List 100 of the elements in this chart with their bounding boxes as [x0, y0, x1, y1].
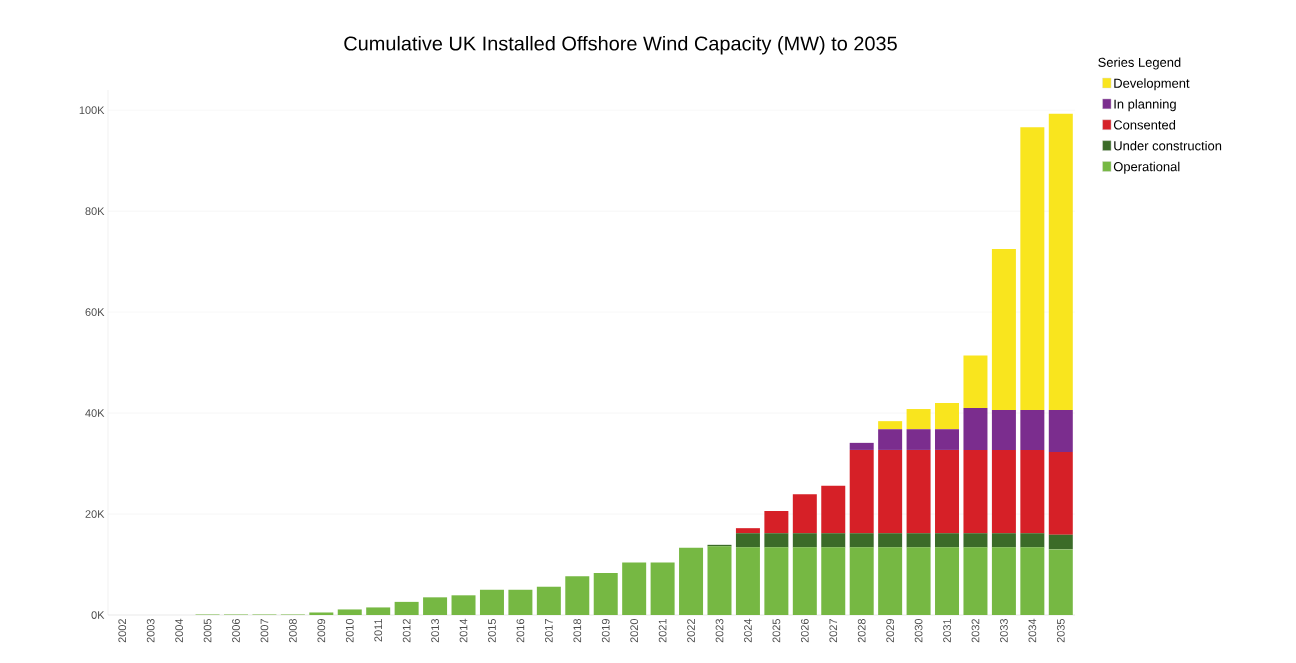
x-tick-label: 2004: [175, 618, 183, 643]
bar: [991, 410, 1016, 450]
x-tick-label: 2024: [744, 618, 752, 643]
bar: [1048, 549, 1073, 615]
x-tick-label: 2026: [800, 619, 809, 643]
bar: [1020, 547, 1045, 615]
y-tick-label: 80K: [85, 207, 105, 216]
bar: [1020, 410, 1045, 450]
x-tick-label: 2010: [345, 618, 354, 643]
x-tick-label: 2003: [146, 619, 155, 643]
bar: [849, 442, 874, 450]
bar: [991, 249, 1016, 411]
x-tick-label: 2025: [772, 619, 781, 643]
bar: [764, 547, 789, 615]
bar: [1048, 451, 1073, 535]
bar: [963, 408, 988, 450]
x-tick-label: 2021: [658, 619, 667, 643]
bar: [963, 533, 988, 548]
bar: [906, 429, 931, 450]
y-tick-label: 60K: [85, 308, 105, 316]
x-tick-label: 2013: [431, 619, 439, 643]
chart-title: Cumulative UK Installed Offshore Wind Capacity (MW) to 2035: [344, 35, 897, 55]
bar: [878, 421, 903, 430]
bar: [878, 429, 903, 450]
bar: [821, 485, 846, 534]
bar: [878, 449, 903, 534]
bar: [878, 533, 903, 548]
bar: [593, 573, 618, 615]
x-tick-label: 2009: [317, 619, 326, 643]
bar: [1020, 127, 1045, 411]
x-tick-label: 2035: [1056, 619, 1065, 643]
legend-label: Operational: [1113, 161, 1180, 174]
bar: [394, 601, 419, 615]
x-tick-label: 2022: [687, 619, 695, 643]
bar: [792, 494, 817, 534]
x-tick-label: 2016: [516, 619, 525, 643]
x-tick-label: 2014: [459, 618, 468, 643]
bar: [991, 547, 1016, 615]
bar: [906, 409, 931, 430]
bar: [906, 547, 931, 615]
bar: [935, 429, 960, 450]
bar: [1020, 533, 1045, 548]
legend-label: Under construction: [1114, 140, 1222, 151]
x-tick-label: 2018: [573, 619, 582, 643]
bar: [1048, 410, 1073, 452]
x-tick-label: 2034: [1028, 618, 1037, 643]
legend-title: Series Legend: [1098, 57, 1181, 70]
bar: [1048, 113, 1073, 411]
bar: [366, 607, 391, 615]
bar: [906, 449, 931, 534]
x-tick-label: 2019: [601, 619, 610, 643]
bar: [792, 547, 817, 615]
bar: [821, 547, 846, 615]
bar: [309, 612, 334, 615]
x-tick-label: 2031: [943, 619, 951, 643]
bar: [963, 449, 988, 534]
bar: [565, 576, 590, 615]
bar: [707, 546, 732, 615]
bar: [622, 562, 647, 615]
y-tick-label: 40K: [85, 409, 105, 417]
bar: [536, 586, 561, 615]
x-tick-label: 2007: [260, 619, 269, 643]
y-tick-label: 0K: [91, 611, 105, 619]
bar: [935, 533, 960, 548]
bar: [792, 533, 817, 548]
x-tick-label: 2017: [544, 619, 553, 643]
bar: [906, 533, 931, 548]
bar: [878, 547, 903, 615]
bar: [1020, 449, 1045, 534]
bar: [650, 562, 675, 615]
bar: [1048, 534, 1073, 550]
x-tick-label: 2029: [886, 619, 895, 643]
bar: [935, 449, 960, 534]
bar: [849, 449, 874, 534]
x-tick-label: 2033: [1000, 619, 1008, 643]
bar: [764, 533, 789, 548]
bar: [735, 528, 760, 534]
bar: [935, 402, 960, 430]
bar: [991, 533, 1016, 548]
bar: [451, 595, 476, 615]
bar: [963, 355, 988, 409]
x-tick-label: 2012: [402, 619, 411, 643]
legend-label: Development: [1114, 78, 1190, 91]
x-tick-label: 2005: [203, 619, 212, 643]
bar: [679, 547, 704, 615]
x-tick-label: 2030: [914, 618, 923, 643]
bar: [821, 533, 846, 548]
bar: [849, 533, 874, 548]
x-tick-label: 2015: [488, 619, 496, 643]
bar: [508, 589, 533, 615]
bar: [764, 511, 789, 534]
legend-label: In planning: [1114, 99, 1176, 112]
bar: [963, 547, 988, 615]
legend-label: Consented: [1113, 120, 1176, 130]
x-tick-label: 2002: [118, 619, 127, 643]
x-tick-label: 2020: [630, 618, 639, 643]
bar: [735, 547, 760, 615]
y-tick-label: 20K: [85, 510, 105, 518]
bar: [479, 589, 504, 615]
y-tick-label: 100K: [79, 106, 105, 115]
